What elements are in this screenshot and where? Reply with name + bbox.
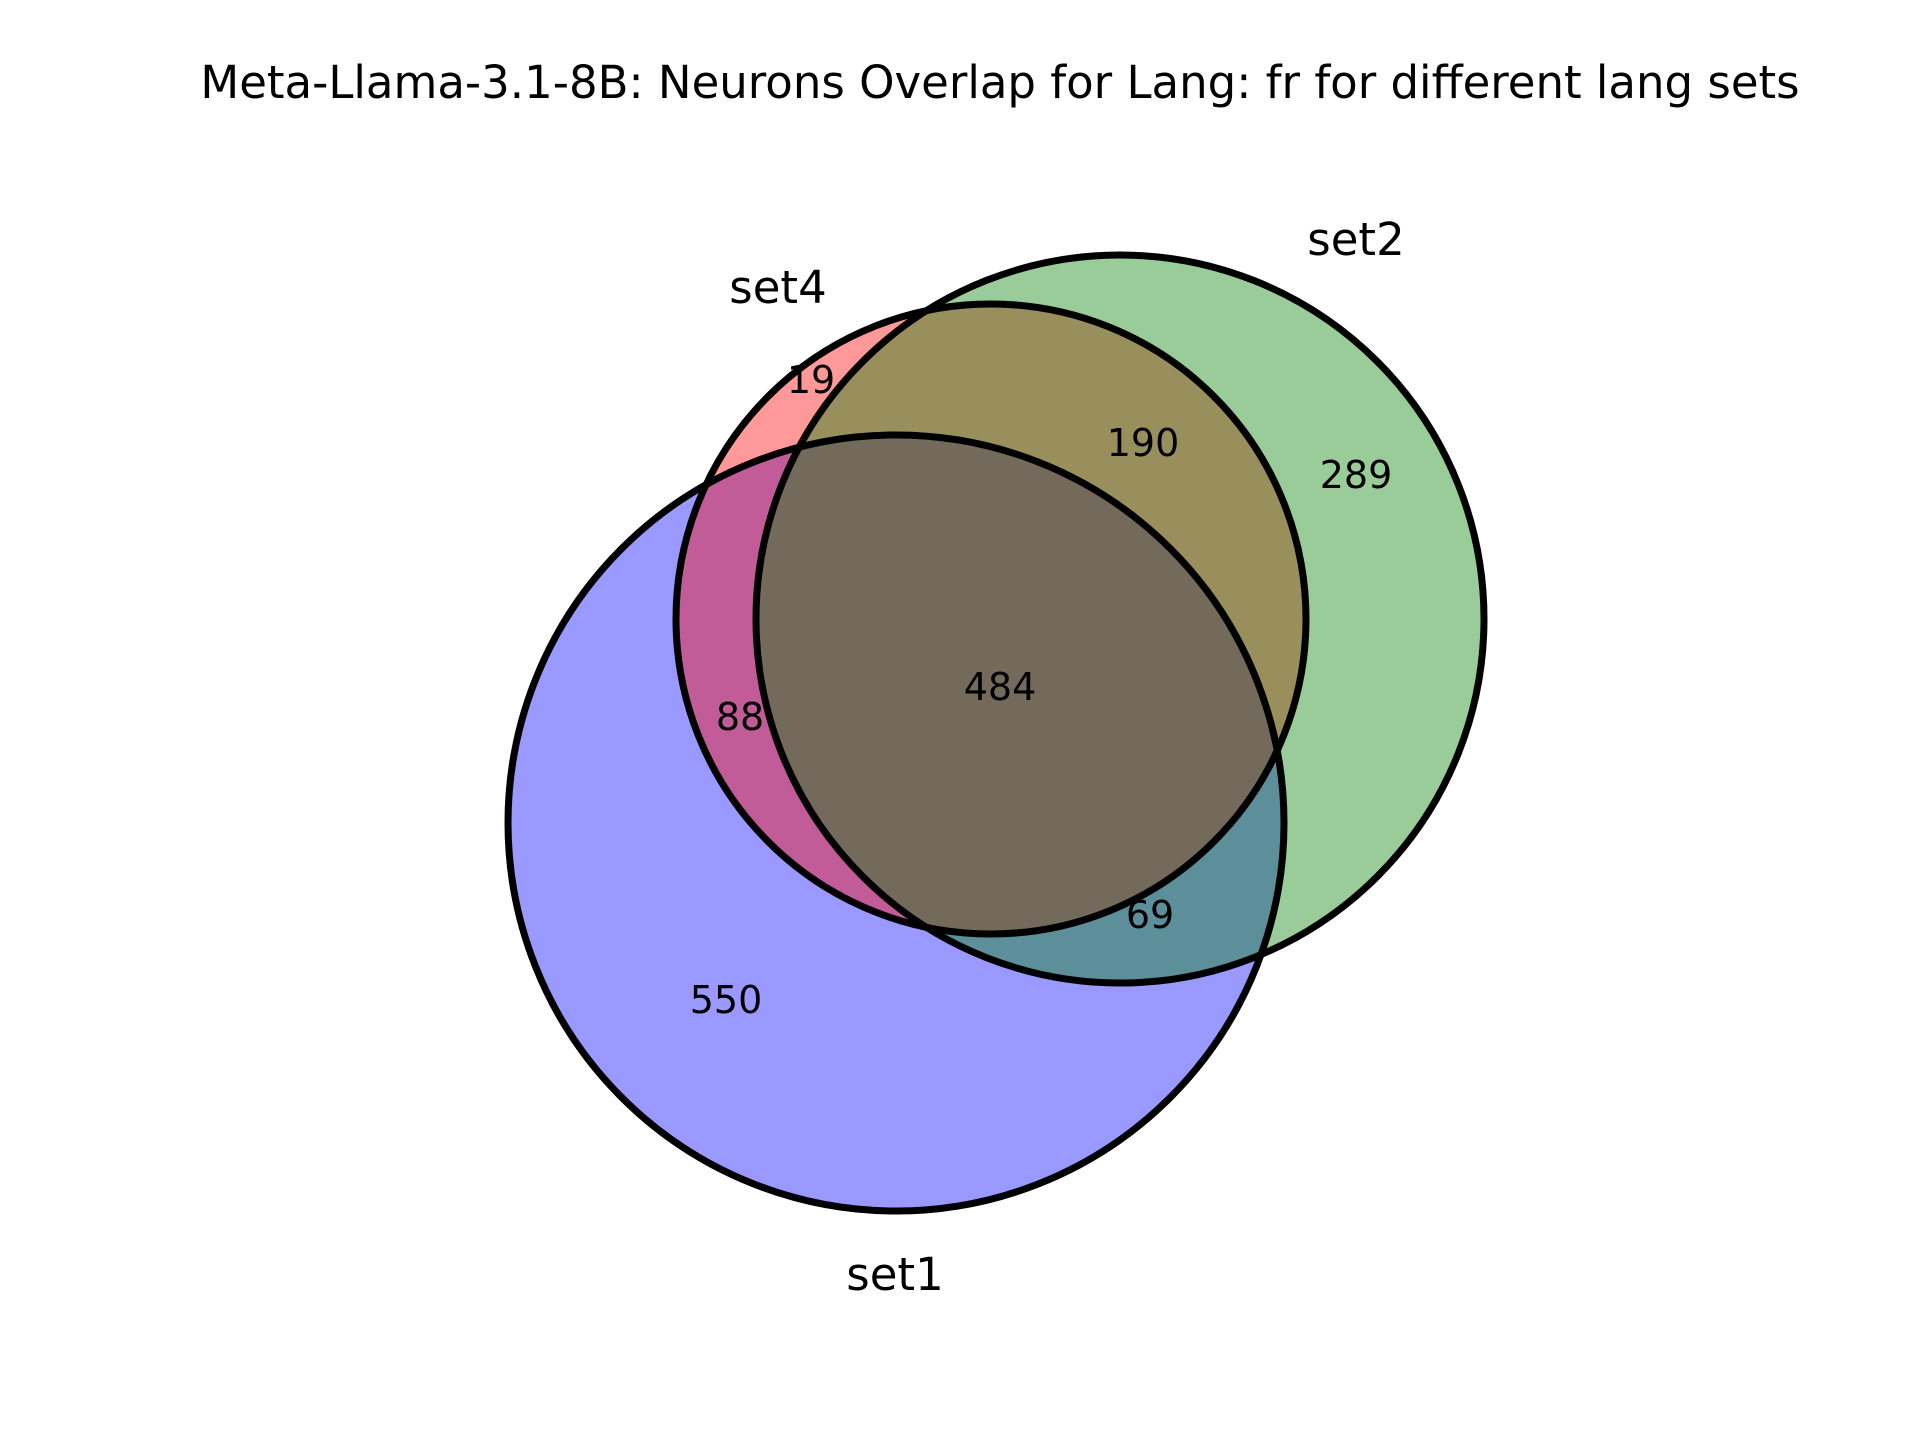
region-set2-set4: 190: [1107, 421, 1180, 465]
set4-label: set4: [729, 261, 826, 314]
region-set1-set4: 88: [716, 695, 764, 739]
region-all-three: 484: [964, 665, 1037, 709]
set1-outline: [504, 431, 1288, 1215]
set1-circle: [508, 435, 1284, 1211]
set2-circle: [756, 255, 1484, 983]
set4-circle: [676, 304, 1306, 934]
circle-fills: [508, 255, 1484, 1211]
region-set1-set2: 69: [1126, 893, 1174, 937]
region-set1-only: 550: [690, 978, 763, 1022]
chart-title: Meta-Llama-3.1-8B: Neurons Overlap for L…: [200, 56, 1799, 109]
set4-outline: [672, 300, 1310, 938]
set1-label: set1: [846, 1248, 943, 1301]
region-set2-only: 289: [1320, 453, 1393, 497]
set2-outline: [752, 251, 1488, 987]
circle-outlines: [504, 251, 1488, 1215]
region-set4-only: 19: [787, 358, 835, 402]
set2-label: set2: [1307, 213, 1404, 266]
